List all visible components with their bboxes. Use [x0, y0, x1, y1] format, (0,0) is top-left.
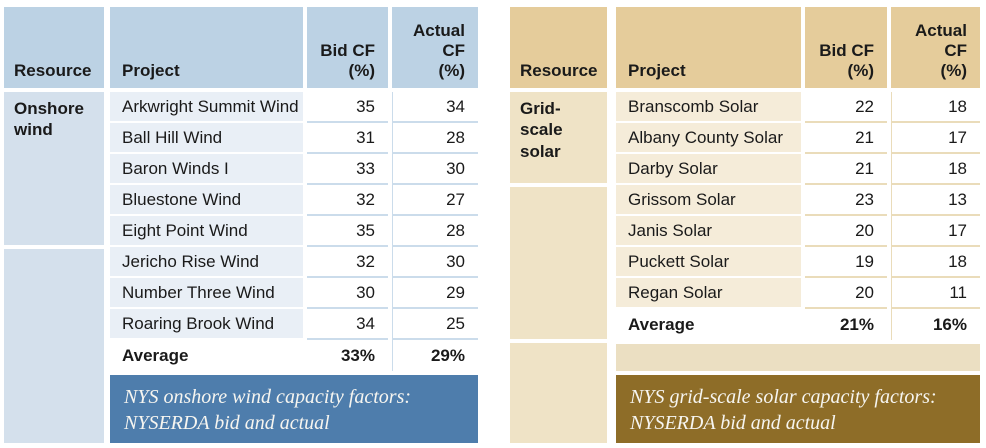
average-actual-cf-cell: 29% [392, 340, 478, 371]
actual-cf-cell: 17 [891, 216, 980, 247]
table-body: Onshore wind Arkwright Summit Wind 35 34… [4, 92, 478, 443]
table-row: Eight Point Wind 35 28 [110, 216, 478, 247]
project-cell: Branscomb Solar [616, 92, 801, 123]
average-row: Average 21% 16% [616, 309, 980, 340]
grid-scale-solar-table: Resource Project Bid CF (%) Actual CF (%… [510, 7, 980, 443]
table-row: Janis Solar 20 17 [616, 216, 980, 247]
project-cell: Eight Point Wind [110, 216, 303, 247]
table-row: Bluestone Wind 32 27 [110, 185, 478, 216]
actual-cf-cell: 18 [891, 247, 980, 278]
bid-cf-cell: 23 [805, 185, 887, 216]
bid-cf-cell: 20 [805, 278, 887, 309]
project-cell: Number Three Wind [110, 278, 303, 309]
project-cell: Janis Solar [616, 216, 801, 247]
bid-cf-cell: 30 [307, 278, 388, 309]
table-header-row: Resource Project Bid CF (%) Actual CF (%… [4, 7, 478, 88]
table-caption: NYS onshore wind capacity factors: NYSER… [110, 375, 478, 443]
table-row: Branscomb Solar 22 18 [616, 92, 980, 123]
bid-cf-cell: 22 [805, 92, 887, 123]
average-label-cell: Average [110, 340, 303, 371]
resource-cell: Grid-scale solar [510, 92, 607, 183]
resource-column: Onshore wind [4, 92, 104, 443]
onshore-wind-table: Resource Project Bid CF (%) Actual CF (%… [4, 7, 478, 443]
resource-column: Grid-scale solar [510, 92, 607, 443]
bid-cf-cell: 21 [805, 154, 887, 185]
project-cell: Albany County Solar [616, 123, 801, 154]
column-header-bid-cf: Bid CF (%) [805, 7, 887, 88]
actual-cf-cell: 11 [891, 278, 980, 309]
table-main-column: Arkwright Summit Wind 35 34 Ball Hill Wi… [110, 92, 478, 443]
column-header-resource: Resource [510, 7, 607, 88]
actual-cf-cell: 17 [891, 123, 980, 154]
bid-cf-cell: 20 [805, 216, 887, 247]
average-bid-cf-cell: 21% [805, 309, 887, 340]
actual-cf-cell: 34 [392, 92, 478, 123]
table-row: Baron Winds I 33 30 [110, 154, 478, 185]
actual-cf-cell: 18 [891, 154, 980, 185]
average-row: Average 33% 29% [110, 340, 478, 371]
actual-cf-cell: 13 [891, 185, 980, 216]
project-cell: Ball Hill Wind [110, 123, 303, 154]
column-header-actual-cf: Actual CF (%) [392, 7, 478, 88]
actual-cf-cell: 29 [392, 278, 478, 309]
bid-cf-cell: 33 [307, 154, 388, 185]
bid-cf-cell: 19 [805, 247, 887, 278]
project-cell: Baron Winds I [110, 154, 303, 185]
table-row: Roaring Brook Wind 34 25 [110, 309, 478, 340]
bid-cf-cell: 21 [805, 123, 887, 154]
column-header-bid-cf: Bid CF (%) [307, 7, 388, 88]
column-header-actual-cf: Actual CF (%) [891, 7, 980, 88]
resource-cell: Onshore wind [4, 92, 104, 245]
table-row: Regan Solar 20 11 [616, 278, 980, 309]
column-header-project: Project [616, 7, 801, 88]
empty-band [616, 344, 980, 371]
project-cell: Grissom Solar [616, 185, 801, 216]
resource-cell-continued [510, 343, 607, 443]
table-header-row: Resource Project Bid CF (%) Actual CF (%… [510, 7, 980, 88]
bid-cf-cell: 32 [307, 247, 388, 278]
resource-cell-continued [510, 187, 607, 339]
actual-cf-cell: 28 [392, 216, 478, 247]
table-row: Grissom Solar 23 13 [616, 185, 980, 216]
column-header-project: Project [110, 7, 303, 88]
table-main-column: Branscomb Solar 22 18 Albany County Sola… [616, 92, 980, 443]
project-cell: Jericho Rise Wind [110, 247, 303, 278]
bid-cf-cell: 32 [307, 185, 388, 216]
actual-cf-cell: 30 [392, 154, 478, 185]
table-row: Arkwright Summit Wind 35 34 [110, 92, 478, 123]
project-cell: Roaring Brook Wind [110, 309, 303, 340]
table-row: Ball Hill Wind 31 28 [110, 123, 478, 154]
table-body: Grid-scale solar Branscomb Solar 22 18 A… [510, 92, 980, 443]
average-actual-cf-cell: 16% [891, 309, 980, 340]
project-cell: Bluestone Wind [110, 185, 303, 216]
actual-cf-cell: 28 [392, 123, 478, 154]
bid-cf-cell: 31 [307, 123, 388, 154]
project-cell: Darby Solar [616, 154, 801, 185]
table-row: Darby Solar 21 18 [616, 154, 980, 185]
actual-cf-cell: 27 [392, 185, 478, 216]
table-row: Number Three Wind 30 29 [110, 278, 478, 309]
actual-cf-cell: 25 [392, 309, 478, 340]
resource-cell-continued [4, 249, 104, 443]
average-label-cell: Average [616, 309, 801, 340]
bid-cf-cell: 34 [307, 309, 388, 340]
actual-cf-cell: 18 [891, 92, 980, 123]
table-row: Puckett Solar 19 18 [616, 247, 980, 278]
column-header-resource: Resource [4, 7, 104, 88]
actual-cf-cell: 30 [392, 247, 478, 278]
bid-cf-cell: 35 [307, 92, 388, 123]
project-cell: Arkwright Summit Wind [110, 92, 303, 123]
project-cell: Regan Solar [616, 278, 801, 309]
average-bid-cf-cell: 33% [307, 340, 388, 371]
table-caption: NYS grid-scale solar capacity factors: N… [616, 375, 980, 443]
bid-cf-cell: 35 [307, 216, 388, 247]
project-cell: Puckett Solar [616, 247, 801, 278]
table-row: Albany County Solar 21 17 [616, 123, 980, 154]
table-row: Jericho Rise Wind 32 30 [110, 247, 478, 278]
